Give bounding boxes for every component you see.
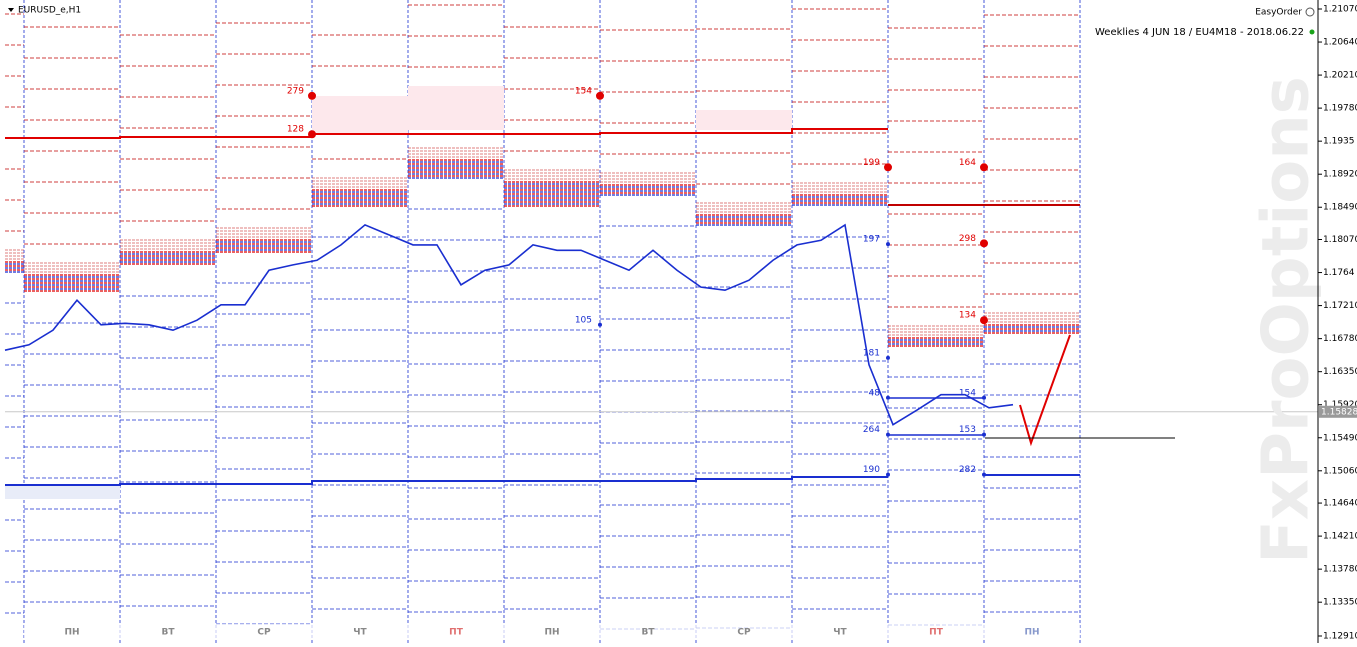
level-dot xyxy=(596,91,604,100)
day-label-bg xyxy=(408,624,504,638)
level-label: 181 xyxy=(863,348,880,358)
resistance-line xyxy=(5,128,888,139)
day-label-bg xyxy=(24,624,120,638)
level-dot xyxy=(886,242,890,247)
y-tick-label: 1.14210 xyxy=(1323,532,1357,542)
y-tick-label: 1.15060 xyxy=(1323,466,1357,476)
y-tick-label: 1.20640 xyxy=(1323,38,1357,48)
tool-label[interactable]: EasyOrder xyxy=(1255,8,1302,18)
y-tick-label: 1.13350 xyxy=(1323,598,1357,608)
y-tick-label: 1.18490 xyxy=(1323,203,1357,213)
day-label: ПН xyxy=(544,628,559,638)
level-dot xyxy=(308,130,316,139)
level-label: 134 xyxy=(959,311,976,321)
y-tick-label: 1.18070 xyxy=(1323,235,1357,245)
level-dot xyxy=(982,432,986,437)
level-label: 105 xyxy=(575,315,592,325)
day-label-bg xyxy=(312,624,408,638)
level-label: 128 xyxy=(287,125,304,135)
day-label: ПТ xyxy=(929,628,944,638)
level-dot xyxy=(886,355,890,360)
y-tick-label: 1.12910 xyxy=(1323,632,1357,642)
y-tick-label: 1.16780 xyxy=(1323,334,1357,344)
current-price-box xyxy=(1319,405,1357,418)
day-label: ПН xyxy=(64,628,79,638)
price-line xyxy=(4,223,1014,426)
level-label: 199 xyxy=(863,158,880,168)
level-label: 154 xyxy=(959,388,976,398)
level-dot xyxy=(982,395,986,400)
current-price-label: 1.15828 xyxy=(1321,407,1357,417)
level-label: 190 xyxy=(863,465,880,475)
level-label: 154 xyxy=(575,86,592,96)
zone xyxy=(696,110,792,130)
day-label-bg xyxy=(600,624,696,638)
subtitle: Weeklies 4 JUN 18 / EU4M18 - 2018.06.22 xyxy=(1095,27,1304,38)
y-tick-label: 1.14640 xyxy=(1323,499,1357,509)
forecast-line xyxy=(1019,334,1071,447)
level-dot xyxy=(980,316,988,325)
y-tick-label: 1.1935 xyxy=(1323,137,1355,147)
level-dot xyxy=(308,91,316,100)
symbol-label: EURUSD_e,H1 xyxy=(18,6,81,16)
level-dot xyxy=(884,163,892,172)
level-label: 197 xyxy=(863,235,880,245)
day-label: ВТ xyxy=(642,628,656,638)
day-label: СР xyxy=(737,628,751,638)
level-label: 48 xyxy=(869,388,881,398)
day-label-bg xyxy=(696,624,792,638)
level-dot xyxy=(886,472,890,477)
menu-icon[interactable] xyxy=(8,8,14,12)
day-label: ЧТ xyxy=(353,628,367,638)
y-tick-label: 1.20210 xyxy=(1323,71,1357,81)
level-label: 279 xyxy=(287,86,304,96)
level-dot xyxy=(886,395,890,400)
day-label: ЧТ xyxy=(833,628,847,638)
y-tick-label: 1.15490 xyxy=(1323,433,1357,443)
day-label: ВТ xyxy=(162,628,176,638)
level-label: 264 xyxy=(863,425,880,435)
level-label: 298 xyxy=(959,234,976,244)
day-label-bg xyxy=(216,624,312,638)
zone xyxy=(312,96,408,134)
level-label: 153 xyxy=(959,425,976,435)
level-dot xyxy=(980,163,988,172)
status-dot xyxy=(1309,29,1315,35)
zone xyxy=(5,485,120,499)
level-dot xyxy=(598,322,602,327)
level-label: 164 xyxy=(959,158,976,168)
y-tick-label: 1.15920 xyxy=(1323,400,1357,410)
day-label: ПН xyxy=(1024,628,1039,638)
level-dot xyxy=(980,239,988,248)
zone xyxy=(408,86,504,130)
y-tick-label: 1.16350 xyxy=(1323,367,1357,377)
grid-layer xyxy=(5,0,1318,643)
support-line xyxy=(5,476,888,486)
y-tick-label: 1.19780 xyxy=(1323,104,1357,114)
y-tick-label: 1.21070 xyxy=(1323,5,1357,15)
y-tick-label: 1.1764 xyxy=(1323,268,1355,278)
y-tick-label: 1.18920 xyxy=(1323,170,1357,180)
y-tick-label: 1.13780 xyxy=(1323,565,1357,575)
watermark: FxProOptions xyxy=(1250,76,1324,564)
level-dot xyxy=(886,432,890,437)
y-tick-label: 1.17210 xyxy=(1323,301,1357,311)
tool-icon[interactable] xyxy=(1305,7,1315,17)
day-label-bg xyxy=(504,624,600,638)
day-label: ПТ xyxy=(449,628,464,638)
day-label-bg xyxy=(888,624,984,638)
level-label: 282 xyxy=(959,465,976,475)
day-label-bg xyxy=(792,624,888,638)
day-label-bg xyxy=(984,624,1080,638)
day-label-bg xyxy=(120,624,216,638)
data-layer: 279 128 154 199 164 298 134 197 105 181 48 154 264 15… xyxy=(4,86,1014,477)
day-label: СР xyxy=(257,628,271,638)
level-dot xyxy=(982,472,986,477)
